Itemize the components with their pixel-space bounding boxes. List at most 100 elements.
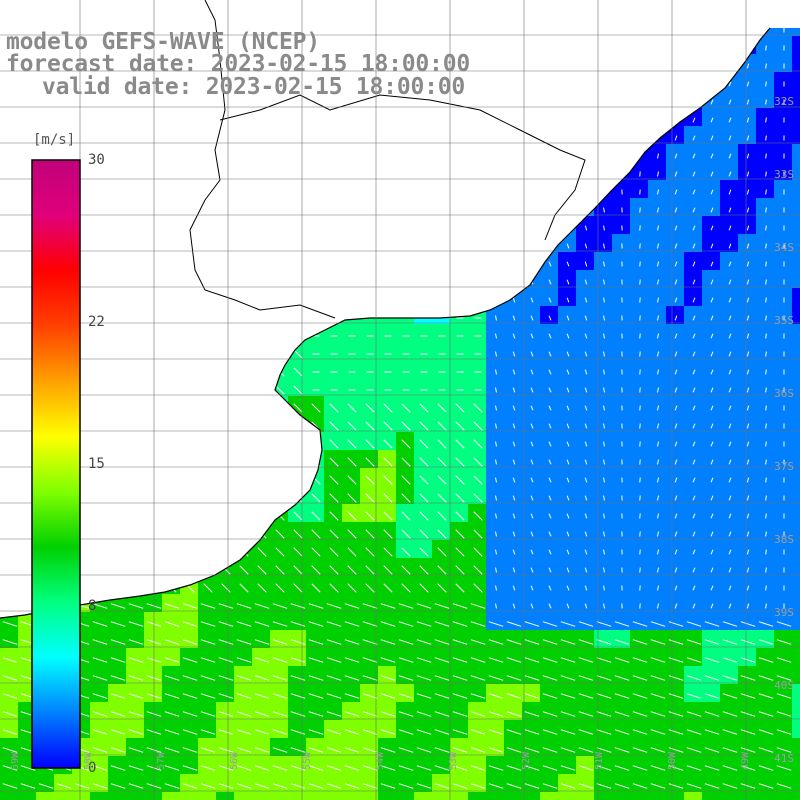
speed-cell bbox=[342, 666, 360, 684]
wind-arrow bbox=[542, 783, 558, 789]
speed-cell bbox=[702, 612, 720, 630]
speed-cell bbox=[522, 666, 540, 684]
speed-cell bbox=[702, 558, 720, 576]
wind-arrow bbox=[470, 693, 486, 699]
wind-arrow bbox=[311, 493, 321, 503]
speed-cell bbox=[684, 126, 702, 144]
speed-cell bbox=[0, 774, 18, 792]
speed-cell bbox=[216, 792, 234, 800]
wind-arrow bbox=[290, 603, 306, 609]
speed-cell bbox=[630, 180, 648, 198]
speed-cell bbox=[0, 630, 18, 648]
speed-cell bbox=[684, 594, 702, 612]
wind-arrow bbox=[765, 45, 767, 51]
wind-arrow bbox=[614, 621, 630, 627]
speed-cell bbox=[342, 720, 360, 738]
wind-arrow bbox=[218, 657, 234, 663]
speed-cell bbox=[666, 126, 684, 144]
speed-cell bbox=[360, 630, 378, 648]
speed-cell bbox=[198, 792, 216, 800]
wind-arrow bbox=[293, 583, 303, 593]
wind-arrow bbox=[740, 783, 756, 789]
wind-arrow bbox=[164, 621, 180, 627]
wind-arrow bbox=[776, 693, 792, 699]
speed-cell bbox=[684, 324, 702, 342]
wind-arrow bbox=[530, 297, 534, 303]
speed-cell bbox=[792, 396, 800, 414]
wind-arrow bbox=[692, 189, 696, 195]
speed-cell bbox=[594, 486, 612, 504]
speed-cell bbox=[468, 756, 486, 774]
wind-arrow bbox=[326, 675, 342, 681]
wind-arrow bbox=[236, 675, 252, 681]
speed-cell bbox=[378, 630, 396, 648]
wind-arrow bbox=[530, 387, 534, 393]
speed-cell bbox=[648, 432, 666, 450]
speed-cell bbox=[558, 702, 576, 720]
speed-cell bbox=[0, 792, 18, 800]
wind-arrow bbox=[758, 711, 774, 717]
latitude-label: 34S bbox=[774, 241, 794, 254]
speed-cell bbox=[180, 756, 198, 774]
wind-arrow bbox=[746, 387, 750, 393]
speed-cell bbox=[504, 306, 522, 324]
speed-cell bbox=[774, 72, 792, 90]
speed-cell bbox=[666, 630, 684, 648]
wind-arrow bbox=[365, 457, 375, 467]
wind-arrow bbox=[293, 385, 303, 395]
speed-cell bbox=[558, 360, 576, 378]
speed-cell bbox=[774, 342, 792, 360]
wind-arrow bbox=[495, 567, 497, 573]
speed-cell bbox=[450, 522, 468, 540]
speed-cell bbox=[126, 612, 144, 630]
speed-cell bbox=[666, 720, 684, 738]
wind-arrow bbox=[758, 765, 774, 771]
wind-arrow bbox=[584, 261, 588, 267]
speed-cell bbox=[396, 774, 414, 792]
wind-arrow bbox=[488, 621, 504, 627]
speed-cell bbox=[774, 576, 792, 594]
speed-cell bbox=[630, 648, 648, 666]
speed-cell bbox=[630, 360, 648, 378]
speed-cell bbox=[630, 198, 648, 216]
speed-cell bbox=[792, 216, 800, 234]
speed-cell bbox=[594, 504, 612, 522]
wind-arrow bbox=[512, 297, 516, 303]
wind-arrow bbox=[218, 783, 234, 789]
speed-cell bbox=[396, 522, 414, 540]
speed-cell bbox=[792, 648, 800, 666]
speed-cell bbox=[792, 234, 800, 252]
wind-arrow bbox=[530, 369, 534, 375]
speed-cell bbox=[306, 558, 324, 576]
speed-cell bbox=[486, 540, 504, 558]
speed-cell bbox=[414, 378, 432, 396]
speed-cell bbox=[666, 396, 684, 414]
speed-cell bbox=[774, 414, 792, 432]
speed-cell bbox=[720, 252, 738, 270]
wind-arrow bbox=[632, 783, 648, 789]
wind-arrow bbox=[236, 783, 252, 789]
forecast-date: forecast date: 2023-02-15 18:00:00 bbox=[6, 51, 471, 77]
speed-cell bbox=[522, 792, 540, 800]
speed-cell bbox=[792, 720, 800, 738]
speed-cell bbox=[576, 702, 594, 720]
wind-arrow bbox=[603, 243, 605, 249]
wind-arrow bbox=[596, 657, 612, 663]
wind-arrow bbox=[548, 585, 552, 591]
wind-arrow bbox=[200, 639, 216, 645]
speed-cell bbox=[594, 558, 612, 576]
speed-cell bbox=[594, 630, 612, 648]
speed-cell bbox=[666, 522, 684, 540]
wind-arrow bbox=[329, 547, 339, 557]
speed-cell bbox=[648, 162, 666, 180]
speed-cell bbox=[612, 396, 630, 414]
speed-cell bbox=[792, 756, 800, 774]
speed-cell bbox=[720, 630, 738, 648]
speed-cell bbox=[90, 630, 108, 648]
wind-arrow bbox=[596, 729, 612, 735]
speed-cell bbox=[558, 306, 576, 324]
speed-cell bbox=[108, 612, 126, 630]
wind-arrow bbox=[329, 457, 339, 467]
speed-cell bbox=[360, 666, 378, 684]
speed-cell bbox=[432, 342, 450, 360]
